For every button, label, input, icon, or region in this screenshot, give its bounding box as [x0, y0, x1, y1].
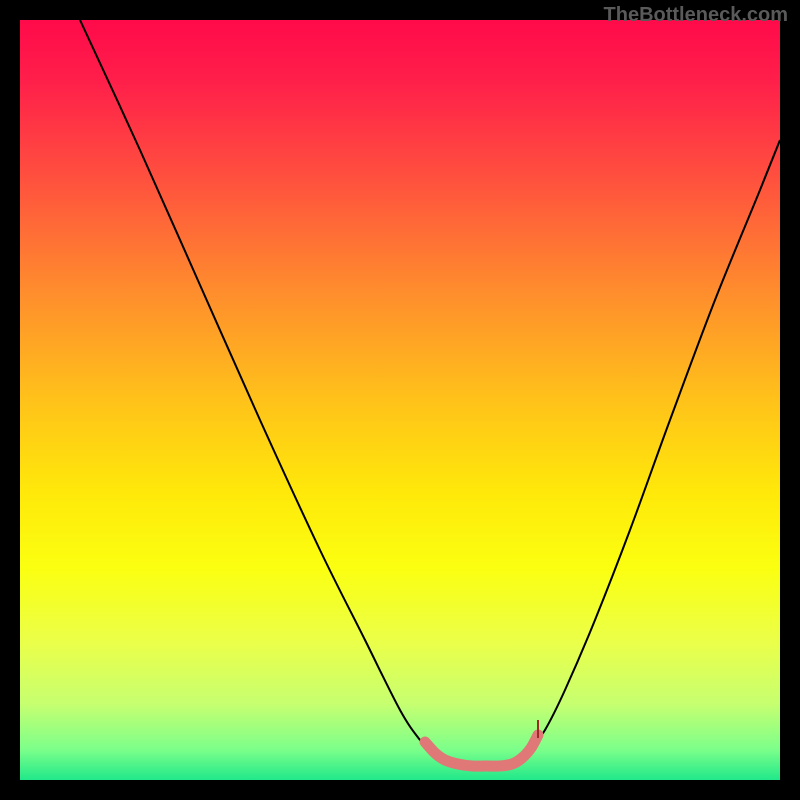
bottleneck-curve [80, 20, 780, 765]
chart-container: TheBottleneck.com [0, 0, 800, 800]
curve-layer [20, 20, 780, 780]
watermark-text: TheBottleneck.com [604, 4, 788, 27]
marker-band [425, 735, 538, 766]
plot-area [20, 20, 780, 780]
